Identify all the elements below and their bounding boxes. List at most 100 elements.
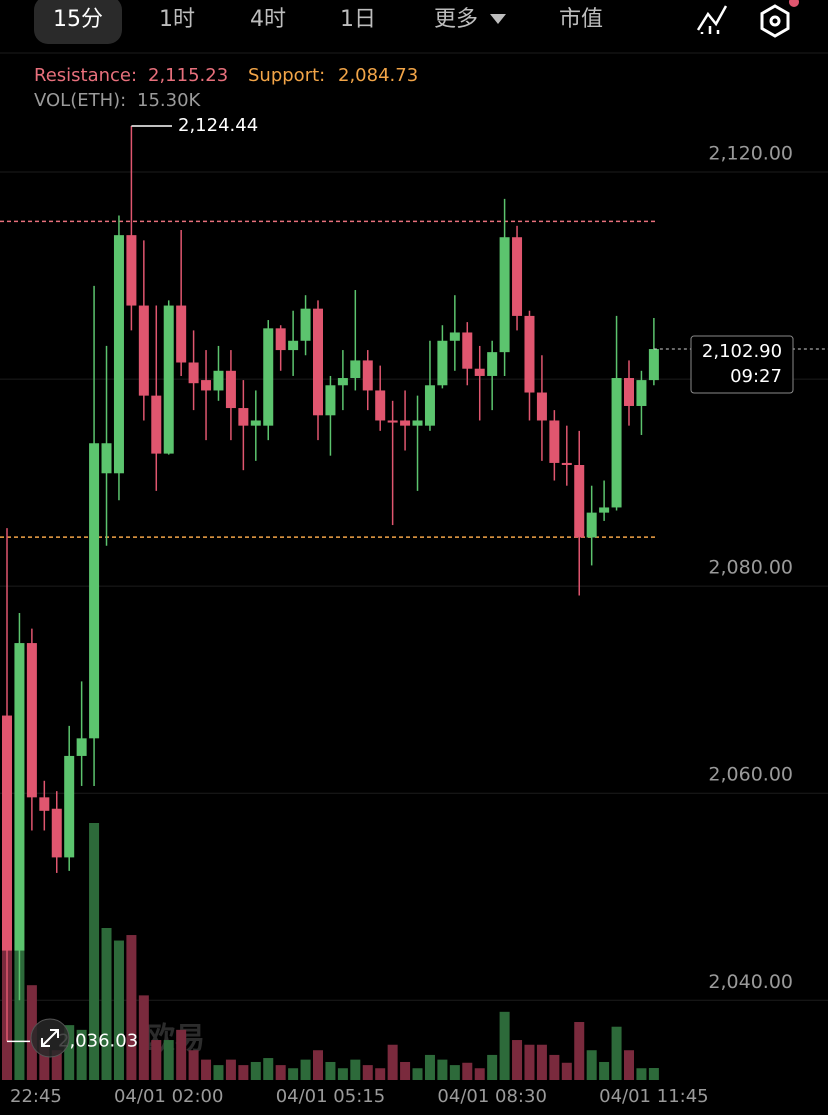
volume-bar: [39, 1040, 50, 1080]
support-label: Support:: [248, 65, 325, 86]
resistance-label: Resistance:: [34, 65, 137, 86]
support-value: 2,084.73: [338, 65, 418, 86]
candle-body: [636, 380, 647, 406]
candle-body: [362, 360, 373, 391]
volume-bar: [449, 1065, 460, 1080]
candle-body: [76, 738, 87, 756]
candle-body: [225, 370, 236, 409]
volume-bar: [151, 1040, 162, 1080]
volume-bar: [101, 927, 112, 1080]
candle-body: [2, 715, 12, 951]
candle-body: [300, 308, 311, 341]
candle-body: [313, 308, 323, 416]
volume-bar: [350, 1059, 361, 1080]
y-tick-label: 2,120.00: [708, 142, 793, 164]
volume-bar: [599, 1061, 610, 1080]
volume-bar: [387, 1044, 398, 1080]
volume-bar: [524, 1044, 535, 1080]
candle-body: [201, 380, 212, 391]
volume-bar: [64, 1025, 75, 1080]
zoom-button[interactable]: [30, 1018, 70, 1058]
candle-body: [387, 420, 398, 423]
volume-bar: [586, 1050, 597, 1080]
header: 15分 1时 4时 1日 更多 市值: [0, 0, 828, 54]
volume-bar: [362, 1065, 373, 1080]
volume-bar: [213, 1065, 224, 1080]
candle-body: [39, 797, 50, 811]
candle-body: [474, 368, 485, 376]
volume-bar: [14, 949, 25, 1080]
last-price-tag: [690, 335, 794, 394]
candle-body: [611, 378, 622, 508]
zoom-arrows: [41, 1029, 59, 1047]
candle-body: [163, 305, 174, 454]
volume-bar: [188, 1050, 199, 1080]
candle-body: [375, 390, 386, 421]
volume-bar: [275, 1065, 286, 1080]
y-tick-label: 2,080.00: [708, 557, 793, 579]
x-tick-label: 04/01 08:30: [437, 1086, 546, 1107]
candle-body: [51, 808, 62, 858]
volume-bar: [313, 1050, 323, 1080]
candle-body: [101, 443, 112, 474]
volume-bar: [648, 1068, 659, 1080]
volume-bar: [138, 995, 149, 1080]
x-tick-label: 22:45: [10, 1086, 62, 1107]
candle-body: [151, 395, 162, 454]
volume-bar: [337, 1068, 348, 1080]
tab[interactable]: 15分: [53, 7, 103, 32]
countdown-label: 09:27: [730, 366, 782, 387]
indicator-icon[interactable]: [696, 5, 728, 34]
volume-bar: [375, 1068, 386, 1080]
x-tick-label: 04/01 05:15: [276, 1086, 385, 1107]
min-marker-label: 2,036.03: [58, 1030, 138, 1051]
volume-bar: [113, 940, 124, 1080]
dropdown-icon: [490, 14, 506, 24]
volume-bar: [474, 1068, 485, 1080]
volume-bar: [263, 1058, 274, 1080]
volume-bar: [201, 1059, 212, 1080]
tab[interactable]: 市值: [559, 7, 603, 32]
candle-body: [250, 420, 261, 426]
volume-bar: [176, 1029, 187, 1080]
max-marker-label: 2,124.44: [178, 115, 258, 136]
volume-bar: [325, 1061, 336, 1080]
tab-active-bg: [34, 0, 122, 44]
candle-body: [624, 378, 634, 406]
tab[interactable]: 1日: [340, 7, 376, 32]
candle-body: [188, 362, 199, 384]
candle-body: [263, 328, 274, 426]
volume-label: VOL(ETH):: [34, 90, 126, 111]
volume-bar: [238, 1065, 249, 1080]
candle-body: [400, 420, 411, 426]
candle-body: [462, 332, 473, 369]
volume-bar: [437, 1059, 448, 1080]
volume-bar: [636, 1068, 647, 1080]
volume-bar: [412, 1068, 423, 1080]
settings-icon[interactable]: [760, 0, 799, 38]
candle-body: [499, 237, 510, 353]
candle-body: [424, 385, 435, 426]
candle-body: [126, 235, 137, 306]
volume-bar: [163, 1040, 174, 1080]
tab[interactable]: 1时: [159, 7, 195, 32]
candle-body: [275, 328, 286, 351]
volume-bar: [126, 935, 137, 1080]
candle-body: [449, 332, 460, 341]
volume-bar: [89, 823, 100, 1080]
candle-body: [487, 352, 498, 376]
candle-body: [64, 755, 75, 858]
candle-body: [14, 643, 25, 951]
last-price-label: 2,102.90: [702, 341, 782, 362]
tab[interactable]: 更多: [434, 7, 478, 32]
candle-body: [238, 408, 249, 426]
tab[interactable]: 4时: [250, 7, 286, 32]
candle-body: [586, 512, 597, 538]
volume-bar: [549, 1054, 560, 1080]
candle-body: [26, 643, 37, 798]
candle-body: [288, 340, 299, 351]
candle-body: [350, 360, 361, 379]
volume-bar: [424, 1054, 435, 1080]
